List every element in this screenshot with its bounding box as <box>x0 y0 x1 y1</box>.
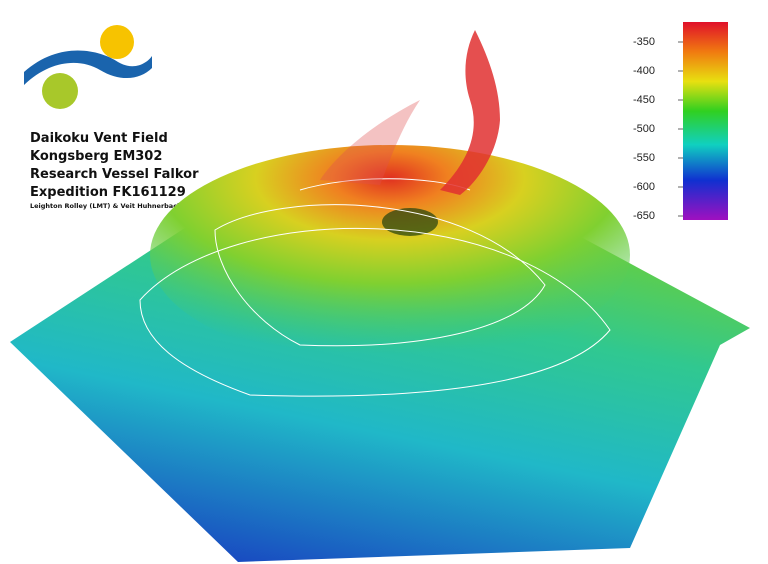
colorbar-tick-label: -600 <box>633 181 655 193</box>
title-line: Research Vessel Falkor <box>30 167 199 182</box>
credit: Leighton Rolley (LMT) & Veit Huhnerbach … <box>30 202 201 210</box>
logo-wave <box>24 50 152 85</box>
logo-sun <box>100 25 134 59</box>
logo-circle <box>42 73 78 109</box>
colorbar-tick-label: -650 <box>633 210 655 222</box>
colorbar <box>683 22 728 220</box>
colorbar-tick-label: -500 <box>633 123 655 135</box>
title-line: Expedition FK161129 <box>30 185 186 200</box>
colorbar-tick-label: -550 <box>633 152 655 164</box>
colorbar-tick-label: -450 <box>633 94 655 106</box>
plume <box>440 30 500 195</box>
plume <box>320 100 420 185</box>
title-line: Kongsberg EM302 <box>30 149 162 164</box>
contour <box>139 227 611 397</box>
title-line: Daikoku Vent Field <box>30 131 168 146</box>
colorbar-tick-label: -400 <box>633 65 655 77</box>
volcano <box>150 145 630 365</box>
colorbar-tick-label: -350 <box>633 36 655 48</box>
contour <box>214 204 546 347</box>
